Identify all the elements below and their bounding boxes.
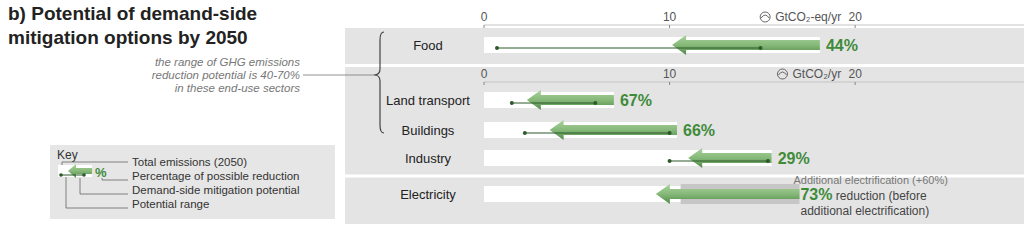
- annotation-line: reduction potential is 40-70%: [100, 69, 300, 82]
- additional-label: Additional electrification (+60%): [793, 174, 947, 186]
- key-bar: [58, 165, 92, 177]
- annotation-line: in these end-use sectors: [100, 82, 300, 95]
- unit-icon: [760, 12, 770, 22]
- value-label: 29%: [778, 150, 810, 167]
- tick-label: 20: [848, 67, 862, 81]
- annotation-leader: [303, 75, 374, 76]
- key-range: [61, 175, 84, 176]
- key-leader: [62, 162, 128, 165]
- tick-mark: [669, 25, 670, 28]
- category-label: Buildings: [402, 123, 455, 138]
- tick-mark: [855, 82, 856, 85]
- tick-mark: [669, 82, 670, 85]
- value-label: 44%: [826, 37, 858, 54]
- range-end: [510, 101, 514, 105]
- tick-label: 10: [663, 10, 677, 24]
- category-label: Land transport: [386, 93, 470, 108]
- key-range-end: [59, 173, 63, 177]
- key-label: Total emissions (2050): [132, 156, 247, 168]
- tick-label: 20: [848, 10, 862, 24]
- axis-line: [484, 25, 1024, 26]
- range-end: [495, 46, 499, 50]
- key-symbol: %: [95, 165, 107, 180]
- unit-icon: [777, 69, 787, 79]
- labels-group: 0 10 20 GtCO₂-eq/yr Food 44% 0 10 20 GtCO₂/yr Land…: [386, 10, 1024, 202]
- unit-icon: [761, 15, 769, 18]
- tick-label: 10: [663, 67, 677, 81]
- value-label: 73%: [800, 186, 832, 203]
- range-end: [758, 46, 762, 50]
- key-arrow: [68, 164, 92, 178]
- mitigation-arrow: [672, 35, 820, 55]
- range-line: [525, 133, 670, 134]
- marks-group: [484, 35, 820, 204]
- category-label: Electricity: [400, 187, 456, 202]
- range-end: [766, 159, 770, 163]
- annotation-line: the range of GHG emissions: [100, 56, 300, 69]
- range-end: [668, 159, 672, 163]
- range-line: [512, 103, 596, 104]
- unit-icon: [778, 72, 786, 75]
- panel-band: [345, 67, 1024, 224]
- range-line: [670, 161, 768, 162]
- tick-mark: [855, 25, 856, 28]
- mitigation-arrow: [527, 90, 614, 110]
- tick-mark: [484, 25, 485, 28]
- key-box: [50, 145, 335, 219]
- mitigation-arrow: [550, 120, 677, 140]
- annotation: the range of GHG emissionsreduction pote…: [100, 56, 300, 95]
- tick-mark: [484, 82, 485, 85]
- key-title: Key: [57, 148, 78, 162]
- page: {"chart_data": { "type": "bar", "orienta…: [0, 0, 1024, 232]
- range-line: [497, 48, 761, 49]
- title: b) Potential of demand-side mitigation o…: [8, 2, 328, 50]
- mitigation-arrow: [688, 148, 771, 168]
- axis-unit-label: GtCO₂-eq/yr: [775, 10, 841, 24]
- key-range-end: [82, 173, 86, 177]
- tick-label: 0: [481, 10, 488, 24]
- mitigation-arrow: [656, 184, 800, 204]
- axis-unit-label: GtCO₂/yr: [792, 67, 841, 81]
- key-label: Demand-side mitigation potential: [132, 184, 299, 196]
- panel-band: [345, 28, 1024, 64]
- value-label: 66%: [683, 122, 715, 139]
- key-label: Percentage of possible reduction: [132, 170, 300, 182]
- key-leader: [66, 177, 128, 208]
- key-label: Potential range: [132, 198, 209, 210]
- tick-label: 0: [481, 67, 488, 81]
- value-label: 67%: [620, 92, 652, 109]
- key-leader: [102, 178, 128, 180]
- total-bar: [484, 186, 681, 202]
- range-end: [668, 131, 672, 135]
- category-label: Food: [413, 38, 443, 53]
- bracket: [374, 32, 384, 133]
- range-end: [593, 101, 597, 105]
- range-end: [523, 131, 527, 135]
- key-leader: [80, 178, 128, 194]
- axis-line: [484, 82, 1024, 83]
- category-label: Industry: [405, 151, 452, 166]
- reduction-note: 73% reduction (before additional electri…: [800, 187, 976, 219]
